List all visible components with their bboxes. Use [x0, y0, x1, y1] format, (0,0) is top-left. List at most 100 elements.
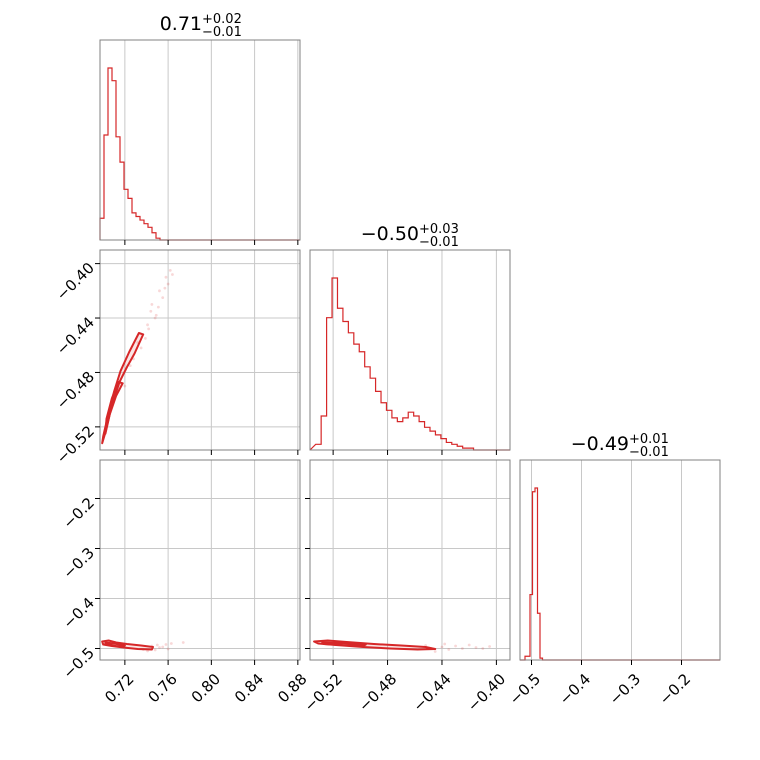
title-0-lower-error: −0.01	[202, 25, 242, 40]
frame-layer: −0.52−0.48−0.44−0.400.72 0.76 0.80 0.84 0.88…	[53, 39, 721, 715]
scatter-1-0-point-2	[164, 275, 168, 279]
hist-1-bin-15	[397, 422, 402, 450]
scatter-1-0-point-10	[144, 337, 147, 340]
y-tick-label-1-3: −0.40	[53, 259, 98, 304]
scatter-1-0-point-0	[150, 303, 154, 306]
scatter-2-0-point-5	[161, 645, 165, 649]
scatter-1-0-point-12	[171, 273, 174, 276]
panel-frame-2-1	[309, 459, 511, 661]
hist-1-bin-25	[452, 444, 457, 450]
scatter-2-0-point-8	[181, 641, 185, 644]
scatter-2-1-point-2	[447, 648, 451, 651]
hist-1-bin-14	[392, 418, 397, 450]
scatter-2-1-point-4	[460, 647, 464, 650]
scatter-1-0-point-18	[128, 364, 132, 368]
x-tick-label-2-1: −0.4	[556, 670, 594, 708]
scatter-1-0-point-19	[147, 327, 151, 331]
title-0-value: 0.71	[160, 13, 202, 35]
x-tick-label-2-2: −0.3	[606, 670, 644, 708]
scatter-1-0-point-3	[168, 269, 172, 272]
hist-1-bin-2	[327, 318, 332, 450]
contour-1-0-level-1	[104, 381, 124, 435]
y-tick-label-1-0: −0.52	[53, 422, 98, 467]
title-1-upper-error: +0.03	[419, 222, 459, 237]
hist-1-bin-20	[425, 427, 430, 450]
hist-1-step-line	[309, 277, 510, 451]
scatter-2-1-point-6	[474, 646, 478, 649]
scatter-1-0-point-14	[139, 346, 143, 350]
scatter-2-1-point-3	[454, 644, 457, 648]
title-1-value: −0.50	[361, 223, 419, 245]
scatter-2-1-point-7	[481, 647, 485, 650]
hist-1-bin-21	[430, 431, 435, 450]
y-tick-label-1-1: −0.48	[53, 368, 98, 413]
scatter-2-1-point-5	[467, 643, 471, 647]
scatter-2-1-point-8	[488, 645, 491, 648]
scatter-2-0-point-4	[153, 648, 157, 652]
hist-1-bin-17	[408, 412, 413, 450]
contour-2-1-level-1	[321, 641, 367, 647]
hist-1-bin-16	[403, 418, 408, 450]
x-tick-label-1-2: −0.44	[409, 670, 454, 715]
scatter-2-1-point-9	[433, 650, 437, 653]
y-tick-label-2-1: −0.4	[60, 594, 98, 632]
title-1-lower-error: −0.01	[419, 235, 459, 250]
x-tick-label-2-3: −0.2	[656, 670, 694, 708]
panel-frame-1-0	[99, 249, 301, 451]
title-2-lower-error: −0.01	[629, 445, 669, 460]
hist-1-bin-5	[343, 321, 348, 450]
hist-1-bin-1	[321, 416, 326, 450]
panel-frame-1-1	[309, 249, 511, 451]
scatter-1-0-point-13	[154, 313, 158, 317]
grid-layer	[100, 40, 682, 660]
scatter-1-0-point-7	[166, 282, 170, 286]
hist-1-bin-9	[365, 367, 370, 450]
hist-0-step-line	[99, 67, 300, 241]
x-tick-label-1-0: −0.52	[301, 670, 346, 715]
y-tick-label-1-2: −0.44	[53, 313, 98, 358]
scatter-1-0-point-11	[163, 286, 167, 290]
scatter-1-0-point-5	[161, 296, 165, 300]
scatter-1-0-point-6	[146, 323, 149, 327]
panel-frame-0-0	[99, 39, 301, 241]
scatter-1-0-point-17	[123, 384, 127, 388]
scatter-2-1-point-1	[440, 645, 444, 649]
hist-1-bin-18	[414, 416, 419, 450]
scatter-2-0-point-9	[155, 643, 159, 647]
x-tick-label-1-1: −0.48	[355, 670, 400, 715]
hist-1-bin-22	[435, 435, 440, 450]
y-tick-label-2-0: −0.5	[60, 644, 98, 682]
contour-2-0-level-1	[104, 641, 126, 648]
scatter-2-0-point-6	[169, 642, 173, 645]
x-tick-label-0-2: 0.80	[188, 670, 224, 706]
x-tick-label-0-1: 0.76	[145, 670, 181, 706]
hist-1-bin-19	[419, 422, 424, 450]
scatter-2-0-point-3	[166, 647, 170, 651]
scatter-2-0-point-2	[164, 643, 168, 646]
x-tick-label-0-3: 0.84	[231, 670, 267, 706]
scatter-1-0-point-4	[153, 316, 157, 320]
hist-1-bin-11	[376, 391, 381, 450]
y-tick-label-2-3: −0.2	[60, 494, 98, 532]
y-tick-label-2-2: −0.3	[60, 544, 98, 582]
scatter-1-0-point-9	[156, 305, 160, 309]
x-tick-label-2-0: −0.5	[506, 670, 544, 708]
hist-1-bin-7	[354, 344, 359, 450]
title-2-upper-error: +0.01	[629, 432, 669, 447]
scatter-1-0-point-8	[149, 309, 153, 313]
x-tick-label-1-3: −0.40	[464, 670, 509, 715]
hist-1-bin-8	[359, 352, 364, 450]
scatter-1-0-point-1	[158, 289, 161, 293]
panel-frame-2-2	[519, 459, 721, 661]
hist-1-bin-6	[348, 333, 353, 450]
hist-1-bin-12	[381, 403, 386, 450]
hist-1-bin-24	[446, 442, 451, 450]
scatter-2-1-point-11	[443, 642, 447, 646]
panel-frame-2-0	[99, 459, 301, 661]
hist-1-bin-10	[370, 378, 375, 450]
x-tick-label-0-0: 0.72	[101, 670, 137, 706]
title-0-upper-error: +0.02	[202, 12, 242, 27]
hist-1-bin-4	[337, 308, 342, 450]
title-2-value: −0.49	[571, 433, 629, 455]
